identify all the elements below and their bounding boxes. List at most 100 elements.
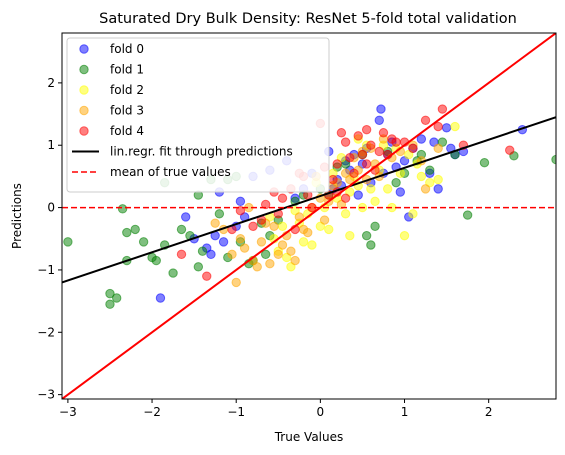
x-tick-label: −3 — [59, 405, 77, 419]
legend-marker — [79, 85, 89, 95]
data-point — [63, 237, 73, 247]
data-point — [433, 184, 443, 194]
data-point — [416, 171, 427, 182]
data-point — [181, 212, 191, 222]
data-point — [353, 131, 363, 141]
data-point — [265, 258, 275, 269]
regression-line — [62, 116, 556, 284]
legend-label: lin.regr. fit through predictions — [110, 145, 293, 159]
data-point — [307, 240, 317, 250]
data-point — [387, 134, 397, 144]
data-point — [353, 190, 363, 200]
legend-marker — [79, 105, 89, 116]
data-point — [202, 271, 212, 281]
data-point — [361, 124, 372, 135]
legend-entry: lin.regr. fit through predictions — [72, 145, 293, 159]
data-point — [210, 218, 220, 228]
data-point — [450, 121, 460, 132]
legend-label: fold 0 — [110, 42, 144, 56]
data-point — [462, 210, 473, 220]
data-point — [176, 224, 187, 235]
legend-entry: fold 4 — [79, 124, 144, 138]
data-point — [433, 174, 443, 185]
data-point — [248, 221, 258, 231]
data-point — [408, 209, 418, 219]
x-tick-label: 2 — [485, 405, 493, 419]
data-point — [122, 227, 132, 238]
legend-entry: fold 2 — [79, 83, 144, 97]
data-point — [408, 143, 418, 154]
legend-label: fold 1 — [110, 63, 144, 77]
data-point — [433, 143, 443, 154]
data-point — [374, 146, 384, 157]
legend-entry: fold 1 — [79, 63, 144, 77]
data-point — [382, 184, 393, 194]
data-point — [319, 215, 330, 225]
y-axis-label: Predictions — [10, 183, 24, 249]
legend-marker — [79, 126, 89, 136]
data-point — [303, 227, 313, 238]
y-tick-label: −2 — [37, 325, 55, 339]
data-point — [479, 157, 490, 168]
data-point — [231, 277, 241, 288]
legend-label: fold 4 — [110, 124, 144, 138]
data-point — [370, 196, 380, 207]
data-point — [105, 288, 115, 299]
data-point — [328, 174, 338, 185]
data-point — [441, 123, 452, 133]
x-tick-label: 1 — [401, 405, 409, 419]
data-point — [260, 249, 271, 260]
data-point — [366, 140, 376, 150]
data-point — [433, 121, 443, 132]
y-tick-label: −3 — [37, 388, 55, 402]
data-point — [273, 249, 283, 260]
data-point — [252, 262, 262, 272]
data-point — [138, 237, 149, 247]
data-point — [374, 115, 384, 125]
data-point — [361, 230, 372, 241]
x-tick-label: −1 — [227, 405, 245, 419]
data-point — [345, 153, 355, 163]
data-point — [193, 262, 204, 272]
data-point — [105, 299, 115, 309]
legend-entry: fold 3 — [79, 104, 144, 118]
data-point — [324, 224, 334, 235]
legend-entry: mean of true values — [72, 165, 231, 179]
x-tick-label: −2 — [143, 405, 161, 419]
legend-frame — [66, 37, 330, 193]
legend-label: fold 3 — [110, 104, 144, 118]
data-point — [420, 184, 431, 194]
data-point — [505, 145, 515, 155]
data-point — [151, 255, 161, 266]
legend-label: mean of true values — [110, 165, 231, 179]
legend-marker — [79, 64, 89, 75]
data-point — [298, 237, 309, 247]
data-point — [235, 234, 246, 244]
data-point — [239, 243, 250, 253]
data-point — [206, 249, 216, 260]
legend-marker — [79, 44, 89, 54]
x-tick-label: 0 — [317, 405, 325, 419]
data-point — [366, 184, 376, 194]
data-point — [416, 134, 427, 144]
identity-line — [62, 33, 556, 399]
plot-frame — [61, 32, 557, 400]
data-point — [349, 168, 359, 178]
data-point — [176, 249, 187, 260]
data-point — [376, 104, 386, 114]
data-point — [425, 165, 435, 175]
data-point — [437, 104, 448, 114]
data-point — [345, 230, 355, 241]
data-point — [378, 128, 389, 138]
legend: fold 0 fold 1 fold 2 fold 3 fold 4 lin.regr. … — [66, 37, 330, 193]
data-point — [130, 224, 140, 235]
x-axis-label: True Values — [274, 430, 344, 444]
data-point — [340, 137, 351, 147]
data-point — [260, 199, 271, 210]
data-point — [256, 237, 267, 247]
data-point — [235, 206, 246, 216]
y-tick-label: 1 — [47, 138, 55, 152]
data-point — [112, 293, 122, 303]
data-point — [361, 159, 372, 169]
